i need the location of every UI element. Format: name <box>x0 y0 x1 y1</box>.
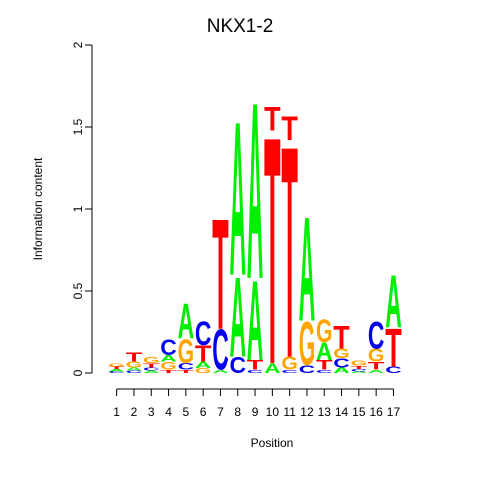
y-tick-label: 2 <box>71 41 85 48</box>
chart-title: NKX1-2 <box>207 16 274 37</box>
y-tick-label: 0.5 <box>71 282 85 299</box>
logo-letter-g: G <box>178 333 195 372</box>
y-tick-label: 1.5 <box>71 118 85 135</box>
logo-letter-t: T <box>385 318 401 379</box>
logo-letter-t: T <box>351 365 368 370</box>
x-tick-label: 2 <box>131 405 138 419</box>
logo-letter-a: A <box>316 338 333 366</box>
logo-letter-a: A <box>299 186 316 352</box>
logo-letter-t: T <box>126 351 143 365</box>
logo-letter-a: A <box>247 50 263 332</box>
y-axis-label: Information content <box>31 157 45 260</box>
logo-letter-c: C <box>351 368 368 372</box>
logo-letter-g: G <box>160 360 176 373</box>
logo-letter-g: G <box>281 354 297 374</box>
x-tick-label: 3 <box>148 405 155 419</box>
x-tick-label: 17 <box>387 405 401 419</box>
logo-letter-t: T <box>160 369 177 374</box>
logo-letter-t: T <box>247 358 263 373</box>
logo-letter-g: G <box>108 363 125 368</box>
logo-letter-t: T <box>368 360 385 373</box>
logo-letter-c: C <box>385 365 402 376</box>
x-tick-label: 7 <box>217 405 224 419</box>
logo-letter-c: C <box>281 369 298 374</box>
logo-letter-c: C <box>299 363 315 376</box>
logo-letter-a: A <box>333 366 349 375</box>
logo-letter-t: T <box>143 362 160 368</box>
logo-letter-a: A <box>195 360 212 371</box>
x-tick-label: 16 <box>369 405 383 419</box>
logo-letter-g: G <box>143 356 159 365</box>
logo-letter-g: G <box>126 360 142 369</box>
logo-letter-c: C <box>247 369 264 374</box>
logo-letter-t: T <box>212 187 228 364</box>
logo-letter-t: T <box>195 341 212 367</box>
x-tick-label: 14 <box>335 405 349 419</box>
logo-letter-t: T <box>264 99 281 138</box>
logo-letter-c: C <box>178 361 195 372</box>
x-tick-label: 10 <box>266 405 280 419</box>
x-tick-label: 12 <box>300 405 314 419</box>
logo-letter-c: C <box>143 367 160 372</box>
logo-letter-g: G <box>316 312 332 349</box>
x-tick-label: 11 <box>283 405 296 419</box>
logo-letter-a: A <box>160 353 177 364</box>
x-tick-label: 4 <box>165 405 172 419</box>
logo-letter-t: T <box>333 320 349 356</box>
x-tick-label: 1 <box>113 405 120 419</box>
logo-letter-a: A <box>230 254 246 382</box>
x-tick-label: 9 <box>252 405 259 419</box>
logo-letter-a: A <box>351 371 368 374</box>
logo-letter-t: T <box>281 85 297 422</box>
logo-letter-a: A <box>264 361 281 376</box>
logo-letter-c: C <box>160 335 176 359</box>
logo-letter-c: C <box>108 371 125 374</box>
logo-letter-c: C <box>126 370 143 374</box>
logo-letter-t: T <box>178 369 195 374</box>
logo-letter-c: C <box>195 316 211 354</box>
logo-letter-a: A <box>230 76 246 322</box>
logo-letter-c: C <box>333 356 350 370</box>
y-axis: 0 0.5 1 1.5 2 <box>71 41 93 376</box>
logo-letter-a: A <box>247 257 263 385</box>
logo-letter-g: G <box>351 360 368 367</box>
logo-letter-a: A <box>108 368 125 372</box>
logo-letter-a: A <box>368 369 385 374</box>
logo-letter-g: G <box>195 367 212 374</box>
x-tick-label: 6 <box>200 405 207 419</box>
x-axis-label: Position <box>251 436 294 450</box>
logo-letter-t: T <box>316 358 332 373</box>
logo-letter-c: C <box>230 352 246 378</box>
logo-letter-a: A <box>178 295 194 350</box>
x-axis: 1 2 3 4 5 6 7 8 9 10 11 12 13 14 15 16 17 <box>113 388 401 419</box>
logo-letter-t: T <box>264 69 280 433</box>
logo-letter-g: G <box>333 346 350 361</box>
logo-letter-c: C <box>316 369 333 374</box>
x-tick-label: 5 <box>183 405 190 419</box>
logo-letter-t: T <box>281 109 298 148</box>
logo-letter-g: G <box>368 346 384 366</box>
logo-letter-t: T <box>108 366 125 370</box>
logo-letter-a: A <box>212 369 229 374</box>
logo-letter-a: A <box>143 370 160 374</box>
logo-letters: CATGCAGTACTGTGACTCGAGATCACTCAACTAAATTCGT… <box>108 50 402 433</box>
y-tick-label: 1 <box>71 205 85 212</box>
logo-letter-a: A <box>126 367 143 372</box>
y-tick-label: 0 <box>71 369 85 376</box>
logo-letter-g: G <box>299 309 315 379</box>
x-tick-label: 15 <box>352 405 366 419</box>
x-tick-label: 8 <box>234 405 241 419</box>
logo-letter-a: A <box>385 258 402 343</box>
x-tick-label: 13 <box>318 405 332 419</box>
logo-letter-c: C <box>212 320 229 383</box>
logo-letter-c: C <box>368 313 384 357</box>
